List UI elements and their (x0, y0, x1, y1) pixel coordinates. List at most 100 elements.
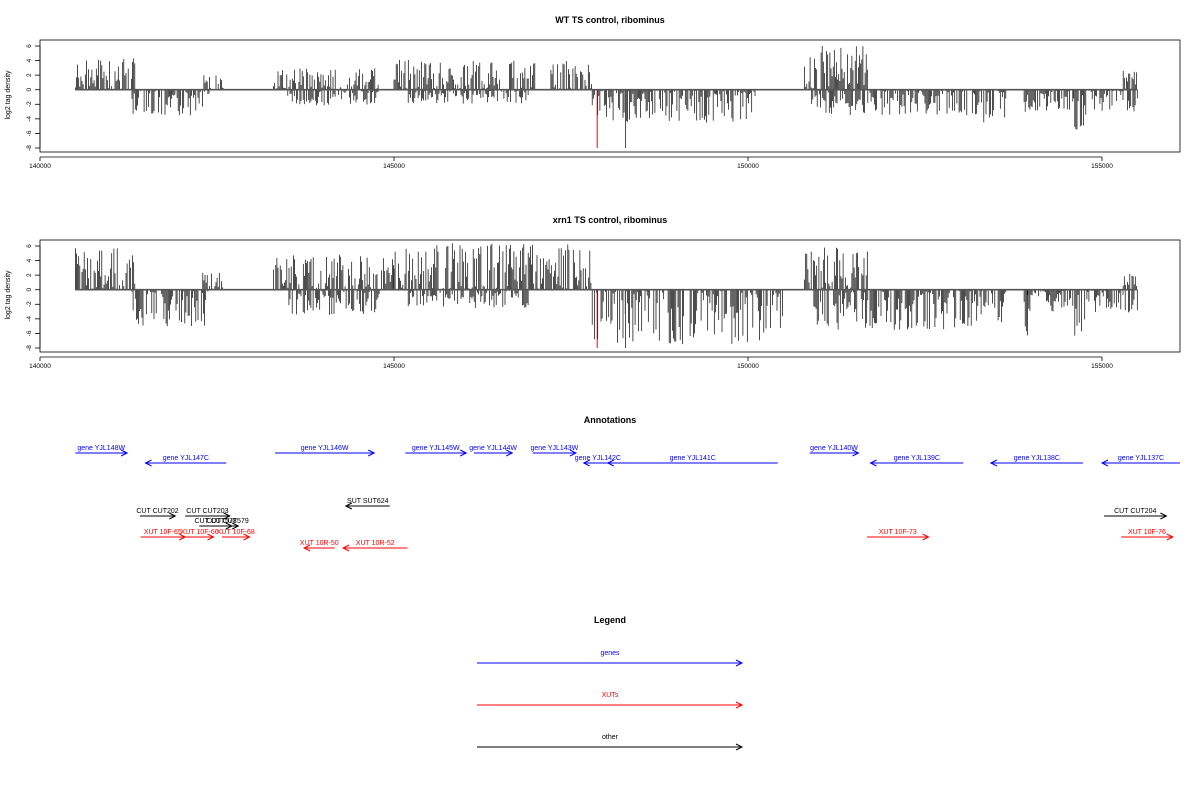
feature-gene-yjl142c: gene YJL142C (575, 455, 621, 467)
feature-arrow (275, 449, 376, 457)
feature-cut-cut202: CUT CUT202 (136, 508, 179, 520)
feature-label: CUT CUT202 (136, 508, 178, 515)
wt-y-tick-label: -6 (26, 130, 33, 136)
wt-y-tick-label: -4 (26, 116, 33, 122)
wt-coverage-panel: WT TS control, ribominus log2 tag densit… (5, 15, 1181, 170)
feature-arrow (185, 533, 215, 541)
feature-label: XUT 10F-65 (144, 529, 182, 536)
feature-xut-10r-50: XUT 10R-50 (300, 540, 339, 552)
legend-arrow (477, 743, 744, 751)
feature-arrow (75, 449, 129, 457)
feature-label: gene YJL139C (894, 455, 940, 462)
feature-arrow (302, 544, 335, 552)
feature-arrow-head (243, 533, 251, 541)
feature-label: CUT CUT579 (206, 518, 248, 525)
feature-xut-10f-68: XUT 10F-68 (217, 529, 255, 541)
feature-arrow-head (367, 449, 376, 457)
legend-title: Legend (594, 615, 626, 625)
feature-arrow (474, 449, 514, 457)
feature-xut-10f-73: XUT 10F-73 (866, 529, 930, 541)
annotations-title: Annotations (584, 415, 637, 425)
feature-label: XUT 10F-76 (1128, 529, 1166, 536)
feature-arrow-head (852, 449, 860, 457)
feature-label: SUT SUT624 (347, 498, 389, 505)
feature-xut-10r-52: XUT 10R-52 (341, 540, 408, 552)
feature-arrow-head (207, 533, 215, 541)
legend-arrow (477, 701, 744, 709)
feature-arrow-head (1166, 533, 1174, 541)
feature-arrow (532, 449, 578, 457)
feature-arrow-head (1100, 459, 1109, 467)
xrn1-y-tick-label: 4 (26, 258, 33, 262)
feature-arrow (1104, 512, 1168, 520)
feature-gene-yjl137c: gene YJL137C (1100, 455, 1180, 467)
wt-x-tick-label: 155000 (1091, 163, 1113, 170)
feature-arrow-head (459, 449, 468, 457)
xrn1-y-tick-label: -2 (26, 301, 33, 307)
wt-x-tick-label: 140000 (29, 163, 51, 170)
feature-arrow (405, 449, 468, 457)
feature-arrow-head (223, 512, 231, 520)
xrn1-y-axis-label: log2 tag density (5, 270, 12, 320)
feature-arrow (869, 459, 964, 467)
legend-arrow-head (735, 743, 744, 751)
feature-label: XUT 10F-68 (217, 529, 255, 536)
feature-label: XUT 10R-50 (300, 540, 339, 547)
feature-arrow-head (341, 544, 350, 552)
feature-arrow (140, 533, 187, 541)
feature-arrow-head (606, 459, 615, 467)
feature-arrow (344, 502, 390, 510)
feature-gene-yjl145w: gene YJL145W (405, 445, 468, 457)
feature-arrow-head (344, 502, 353, 510)
feature-gene-yjl148w: gene YJL148W (75, 445, 129, 457)
legend-entry-other: other (477, 734, 744, 751)
feature-arrow (221, 533, 251, 541)
feature-cut-cut203: CUT CUT203 (185, 508, 231, 520)
feature-arrow-head (506, 449, 514, 457)
xrn1-y-tick-label: -6 (26, 330, 33, 336)
feature-arrow-head (1160, 512, 1168, 520)
xrn1-x-axis: 140000 145000 150000 155000 (29, 356, 1113, 370)
feature-label: gene YJL147C (163, 455, 209, 462)
feature-label: gene YJL140W (810, 445, 858, 452)
feature-arrow-head (869, 459, 877, 467)
legend-label: genes (600, 650, 620, 657)
feature-arrow (185, 512, 231, 520)
wt-x-axis: 140000 145000 150000 155000 (29, 156, 1113, 170)
xrn1-plot-frame (39, 239, 1181, 353)
feature-arrow-head (569, 449, 578, 457)
wt-bar-group (75, 46, 1138, 130)
feature-label: gene YJL148W (77, 445, 125, 452)
feature-arrow (1100, 459, 1180, 467)
feature-sut-sut624: SUT SUT624 (344, 498, 390, 510)
feature-gene-yjl138c: gene YJL138C (989, 455, 1083, 467)
feature-gene-yjl143w: gene YJL143W (530, 445, 579, 457)
feature-xut-10f-65: XUT 10F-65 (140, 529, 187, 541)
xrn1-y-tick-label: 6 (26, 244, 33, 248)
feature-label: gene YJL138C (1014, 455, 1060, 462)
xrn1-y-tick-label: 0 (26, 288, 33, 292)
xrn1-bar-group (75, 243, 1138, 345)
feature-label: gene YJL142C (575, 455, 621, 462)
wt-y-axis-label: log2 tag density (5, 70, 12, 120)
feature-arrow (139, 512, 177, 520)
feature-label: CUT CUT578 (194, 518, 236, 525)
xrn1-y-tick-label: -8 (26, 345, 33, 351)
feature-label: XUT 10F-66 (181, 529, 219, 536)
feature-arrow (606, 459, 778, 467)
wt-y-tick-label: 2 (26, 73, 33, 77)
feature-arrow (809, 449, 860, 457)
xrn1-x-tick-label: 155000 (1091, 363, 1113, 370)
feature-label: gene YJL145W (412, 445, 460, 452)
feature-arrow-head (989, 459, 998, 467)
legend-entry-genes: genes (477, 650, 744, 667)
feature-label: XUT 10F-73 (879, 529, 917, 536)
feature-arrow-head (922, 533, 930, 541)
feature-label: gene YJL146W (301, 445, 349, 452)
feature-arrow-head (178, 533, 187, 541)
xrn1-x-tick-label: 150000 (737, 363, 759, 370)
legend-label: XUTs (602, 692, 619, 699)
feature-label: gene YJL141C (670, 455, 716, 462)
wt-y-tick-label: 4 (26, 58, 33, 62)
feature-label: CUT CUT203 (186, 508, 228, 515)
